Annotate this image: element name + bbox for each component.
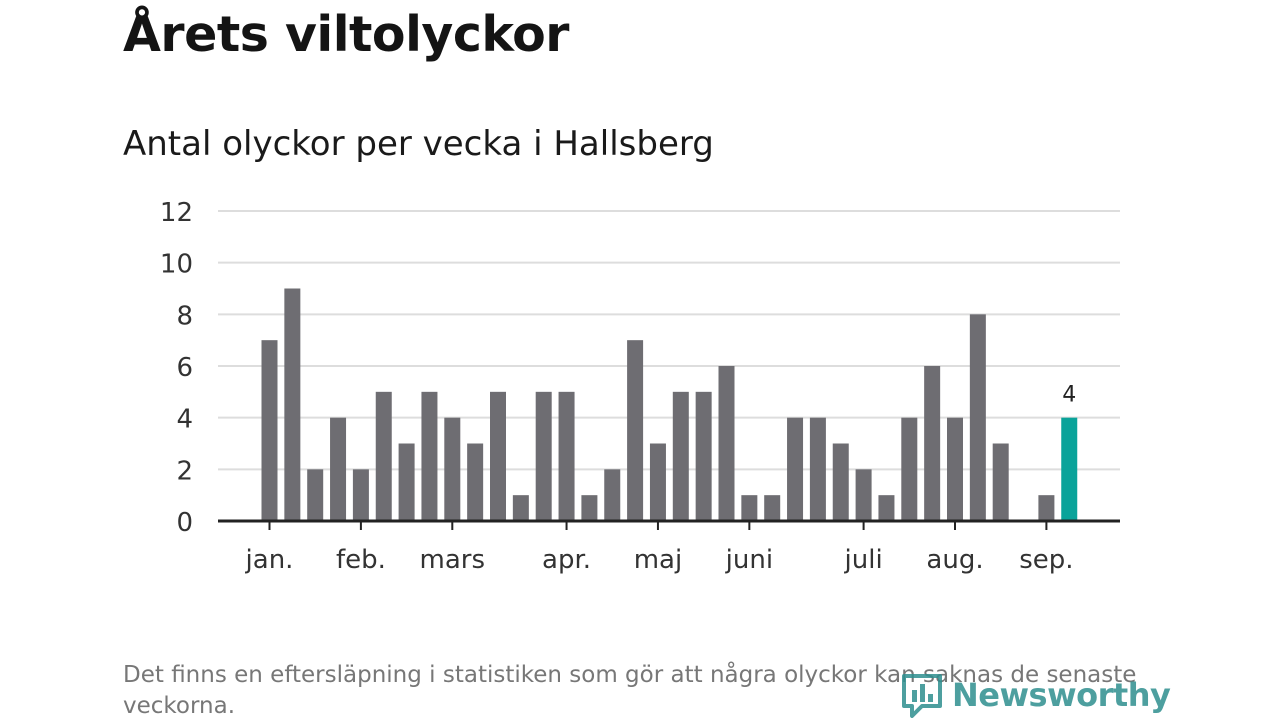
bar [581,495,598,521]
bar [330,417,347,521]
chart-subtitle: Antal olyckor per vecka i Hallsberg [123,124,714,164]
logo-icon [902,674,942,718]
bar [604,469,621,521]
x-tick-label: juni [725,545,773,575]
bar [809,417,826,521]
y-tick-label: 2 [176,456,193,486]
x-tick-label: aug. [926,545,983,575]
bar [627,340,644,521]
bar [558,391,575,521]
bar [284,288,301,521]
x-tick-label: jan. [245,545,294,575]
bar [398,443,415,521]
bar [878,495,895,521]
x-tick-label: juli [844,545,883,575]
data-labels: 4 [1062,383,1076,408]
data-label: 4 [1062,383,1076,408]
bar-chart: 0 2 4 6 8 10 12 4 jan. feb. mars apr. maj juni juli a… [160,198,1120,575]
bar-highlight [1061,417,1078,521]
bar [787,417,804,521]
newsworthy-logo: Newsworthy [900,670,1171,720]
y-tick-label: 6 [176,353,193,383]
bar [375,391,392,521]
bar [992,443,1009,521]
y-axis-ticks: 0 2 4 6 8 10 12 [160,198,193,538]
bar [490,391,506,521]
bar [444,417,461,521]
bar [969,314,986,521]
bar [649,443,666,521]
x-tick-label: apr. [542,545,591,575]
bar [421,391,438,521]
bar [741,495,758,521]
logo-text: Newsworthy [952,676,1171,714]
bar [672,391,689,521]
y-tick-label: 4 [176,405,193,435]
x-tick-label: feb. [336,545,386,575]
y-tick-label: 0 [176,508,193,538]
x-tick-label: maj [634,545,682,575]
y-tick-label: 12 [160,198,193,228]
footnote: Det finns en eftersläpning i statistiken… [123,662,1137,719]
bar [1038,495,1055,521]
x-axis-ticks: jan. feb. mars apr. maj juni juli aug. sep. [245,521,1074,575]
bar [718,366,735,521]
bar [535,391,552,521]
bar [695,391,712,521]
chart-title: Årets viltolyckor [123,6,569,63]
y-tick-label: 8 [176,301,193,331]
bar [261,340,278,521]
x-tick-label: mars [420,545,486,575]
bar [467,443,484,521]
y-tick-label: 10 [160,250,193,280]
bar [512,495,529,521]
bar [307,469,324,521]
bar [764,495,781,521]
bar [832,443,849,521]
bars [261,288,1078,521]
x-tick-label: sep. [1019,545,1073,575]
bar [947,417,963,521]
bar [352,469,369,521]
bar [924,366,941,521]
bar [901,417,918,521]
bar [855,469,872,521]
